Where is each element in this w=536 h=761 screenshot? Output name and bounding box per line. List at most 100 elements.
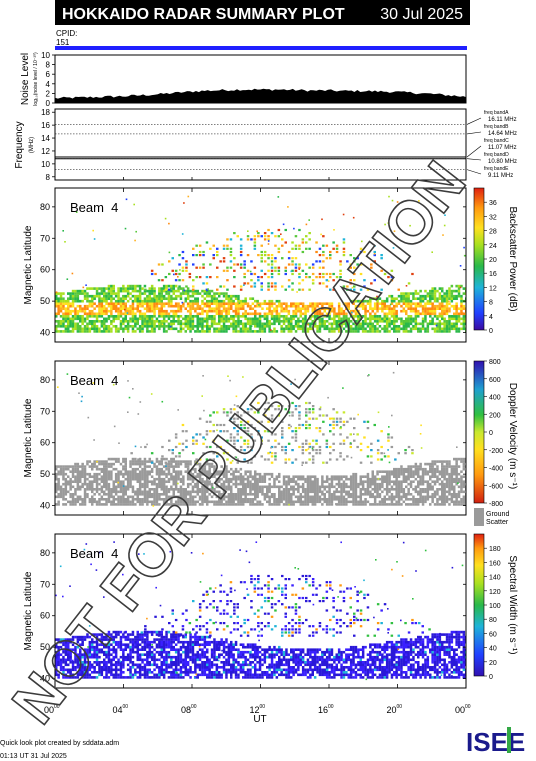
- scatter-cell: [281, 449, 284, 452]
- scatter-cell: [342, 327, 346, 331]
- scatter-cell: [263, 401, 267, 405]
- scatter-cell: [433, 462, 437, 466]
- scatter-cell: [400, 495, 403, 499]
- scatter-cell: [352, 322, 355, 326]
- scatter-cell: [138, 485, 142, 489]
- scatter-cell: [342, 250, 346, 254]
- scatter-cell: [369, 503, 372, 506]
- scatter-cell: [395, 493, 398, 496]
- scatter-cell: [455, 297, 458, 300]
- scatter-cell: [441, 500, 444, 504]
- scatter-cell: [383, 470, 386, 473]
- scatter-cell: [315, 276, 318, 279]
- scatter-cell: [337, 485, 341, 489]
- scatter-cell: [222, 495, 226, 499]
- scatter-cell: [282, 490, 286, 494]
- scatter-cell: [249, 498, 252, 501]
- scatter-cell: [426, 294, 430, 298]
- scatter-cell: [136, 475, 139, 478]
- scatter-cell: [95, 294, 99, 298]
- scatter-cell: [234, 320, 238, 323]
- scatter-cell: [455, 330, 458, 333]
- scatter-cell: [294, 330, 298, 333]
- scatter-cell: [201, 477, 204, 481]
- scatter-cell: [244, 302, 247, 305]
- scatter-cell: [364, 498, 367, 501]
- scatter-cell: [455, 294, 458, 298]
- scatter-cell: [229, 439, 233, 442]
- scatter-cell: [86, 297, 89, 300]
- scatter-cell: [278, 480, 281, 483]
- scatter-cell: [328, 500, 331, 504]
- scatter-cell: [162, 309, 166, 313]
- scatter-cell: [342, 411, 346, 414]
- scatter-cell: [225, 495, 228, 499]
- scatter-cell: [212, 254, 215, 257]
- scatter-cell: [287, 206, 289, 208]
- scatter-cell: [270, 257, 274, 260]
- scatter-cell: [150, 287, 154, 290]
- scatter-cell: [393, 497, 395, 499]
- scatter-cell: [236, 433, 239, 436]
- scatter-cell: [170, 477, 173, 481]
- scatter-cell: [397, 299, 401, 303]
- scatter-cell: [318, 452, 322, 455]
- scatter-cell: [292, 493, 295, 496]
- scatter-cell: [429, 297, 432, 300]
- scatter-cell: [242, 307, 245, 310]
- scatter-cell: [388, 294, 391, 298]
- scatter-cell: [383, 475, 386, 478]
- scatter-cell: [436, 477, 439, 481]
- scatter-cell: [134, 462, 137, 466]
- scatter-cell: [122, 312, 125, 316]
- scatter-cell: [376, 488, 379, 491]
- scatter-cell: [305, 408, 308, 411]
- scatter-cell: [119, 299, 123, 303]
- scatter-cell: [249, 322, 252, 326]
- scatter-cell: [392, 247, 395, 249]
- scatter-cell: [222, 304, 226, 308]
- scatter-cell: [246, 475, 250, 478]
- scatter-cell: [457, 485, 461, 489]
- scatter-cell: [242, 482, 245, 486]
- scatter-cell: [218, 294, 221, 298]
- scatter-cell: [453, 485, 456, 489]
- scatter-cell: [397, 485, 401, 489]
- scatter-cell: [311, 475, 314, 478]
- scatter-cell: [93, 325, 96, 328]
- scatter-cell: [267, 420, 270, 423]
- scatter-cell: [270, 312, 274, 316]
- scatter-cell: [79, 465, 82, 468]
- scatter-cell: [67, 465, 70, 468]
- scatter-cell: [225, 470, 228, 473]
- scatter-cell: [189, 307, 192, 310]
- scatter-cell: [395, 330, 398, 333]
- scatter-cell: [162, 493, 166, 496]
- scatter-cell: [153, 503, 156, 506]
- scatter-cell: [165, 503, 168, 506]
- scatter-cell: [383, 488, 386, 491]
- scatter-cell: [222, 302, 226, 305]
- scatter-cell: [270, 315, 274, 318]
- scatter-cell: [284, 461, 287, 464]
- scatter-cell: [258, 477, 262, 481]
- scatter-cell: [385, 475, 389, 478]
- scatter-cell: [315, 250, 318, 254]
- scatter-cell: [237, 317, 240, 321]
- scatter-cell: [205, 241, 209, 244]
- scatter-cell: [395, 482, 398, 486]
- scatter-cell: [443, 325, 446, 328]
- scatter-cell: [309, 500, 312, 504]
- scatter-cell: [234, 327, 238, 331]
- scatter-cell: [359, 317, 362, 321]
- scatter-cell: [129, 477, 132, 481]
- scatter-cell: [301, 442, 305, 445]
- scatter-cell: [122, 297, 125, 300]
- scatter-cell: [119, 312, 123, 316]
- scatter-cell: [337, 312, 341, 316]
- scatter-cell: [143, 477, 147, 481]
- scatter-cell: [230, 317, 233, 321]
- scatter-cell: [215, 480, 219, 483]
- scatter-cell: [178, 455, 181, 458]
- scatter-cell: [376, 304, 379, 308]
